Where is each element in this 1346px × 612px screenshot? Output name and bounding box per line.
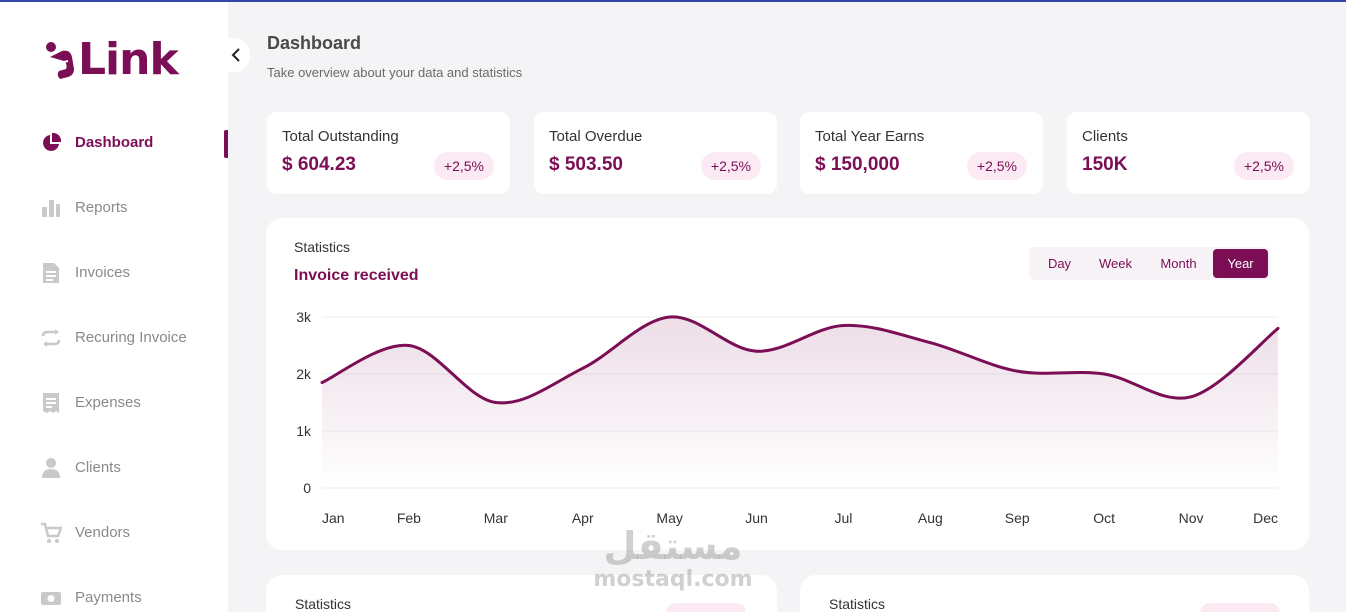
period-year-button[interactable]: Year	[1213, 249, 1268, 278]
y-tick-label: 2k	[296, 366, 312, 382]
kpi-change-badge: +2,5%	[1233, 152, 1294, 180]
sidebar-item-label: Payments	[75, 589, 142, 606]
brand-name: Link	[78, 34, 179, 85]
sidebar-item-clients[interactable]: Clients	[0, 435, 228, 500]
sidebar-item-invoices[interactable]: Invoices	[0, 240, 228, 305]
chart-point-sep[interactable]	[1015, 369, 1019, 373]
x-tick-label: Nov	[1179, 510, 1204, 526]
sidebar-item-label: Dashboard	[75, 134, 154, 151]
kpi-change-badge: +2,5%	[700, 152, 761, 180]
chart-point-mar[interactable]	[494, 401, 498, 404]
y-tick-label: 0	[303, 480, 311, 496]
x-tick-label: Dec	[1253, 510, 1278, 526]
receipt-icon	[40, 392, 62, 414]
kpi-label: Total Year Earns	[815, 128, 925, 145]
period-selector: Day Week Month Year	[1029, 247, 1271, 280]
kpi-card-total-outstanding: Total Outstanding $ 604.23 +2,5%	[267, 112, 510, 194]
kpi-value: 150K	[1082, 154, 1128, 175]
y-tick-label: 3k	[296, 309, 312, 325]
page-title: Dashboard	[267, 33, 362, 53]
kpi-label: Total Overdue	[549, 128, 643, 145]
x-tick-label: Aug	[918, 510, 943, 526]
x-tick-label: Jul	[835, 510, 853, 526]
period-month-button[interactable]: Month	[1160, 256, 1197, 271]
cart-icon	[40, 522, 62, 544]
sidebar-item-expenses[interactable]: Expenses	[0, 370, 228, 435]
statistics-card-tertiary: Statistics	[800, 575, 1309, 612]
link-logo-icon	[44, 39, 76, 81]
chart-point-oct[interactable]	[1102, 372, 1106, 376]
kpi-value: $ 503.50	[549, 154, 623, 175]
sidebar-item-recuring-invoice[interactable]: Recuring Invoice	[0, 305, 228, 370]
y-tick-label: 1k	[296, 423, 312, 439]
x-tick-label: Apr	[572, 510, 594, 526]
period-week-button[interactable]: Week	[1099, 256, 1132, 271]
statistics-kicker: Statistics	[294, 239, 351, 255]
chart-point-aug[interactable]	[928, 341, 932, 345]
chart-point-jun[interactable]	[755, 349, 759, 353]
statistics-card-secondary: Statistics	[266, 575, 777, 612]
statistics-title: Invoice received	[294, 267, 419, 284]
sidebar-item-vendors[interactable]: Vendors	[0, 500, 228, 565]
statistics-kicker: Statistics	[829, 596, 886, 612]
sidebar-item-reports[interactable]: Reports	[0, 175, 228, 240]
sidebar-item-dashboard[interactable]: Dashboard	[0, 110, 228, 175]
document-icon	[40, 262, 62, 284]
chart-area-fill	[322, 316, 1278, 488]
sidebar-item-label: Reports	[75, 199, 128, 216]
chart-point-nov[interactable]	[1189, 395, 1193, 399]
statistics-kicker: Statistics	[295, 596, 352, 612]
brand-logo[interactable]: Link	[44, 34, 179, 85]
x-tick-label: Mar	[484, 510, 508, 526]
chart-point-dec[interactable]	[1276, 326, 1280, 330]
chart-point-feb[interactable]	[407, 344, 411, 347]
chart-point-jan[interactable]	[320, 381, 324, 385]
x-tick-label: May	[656, 510, 682, 526]
sidebar-item-payments[interactable]: Payments	[0, 565, 228, 612]
kpi-value: $ 150,000	[815, 154, 900, 175]
x-tick-label: Oct	[1093, 510, 1115, 526]
page-subtitle: Take overview about your data and statis…	[267, 65, 523, 80]
kpi-card-clients: Clients 150K +2,5%	[1067, 112, 1310, 194]
sidebar-item-label: Expenses	[75, 394, 141, 411]
invoice-area-chart: 0 1k 2k 3k Jan Feb Mar Apr May Jun Jul Aug Sep Oct No…	[296, 309, 1280, 526]
x-tick-label: Feb	[397, 510, 421, 526]
x-tick-label: Sep	[1005, 510, 1030, 526]
kpi-card-total-overdue: Total Overdue $ 503.50 +2,5%	[534, 112, 777, 194]
period-day-button[interactable]: Day	[1047, 256, 1072, 271]
chart-point-jul[interactable]	[841, 324, 845, 328]
pie-chart-icon	[40, 132, 62, 154]
filter-pill[interactable]	[1200, 603, 1280, 612]
sidebar: Link Dashboard Reports	[0, 2, 228, 612]
sidebar-nav: Dashboard Reports Invoices	[0, 110, 228, 612]
kpi-change-badge: +2,5%	[433, 152, 494, 180]
sidebar-item-label: Vendors	[75, 524, 131, 541]
sidebar-item-label: Clients	[75, 459, 121, 476]
chevron-left-icon	[231, 48, 240, 62]
x-tick-label: Jan	[322, 510, 345, 526]
statistics-card: Statistics Invoice received Day Week Mon…	[266, 218, 1309, 550]
sidebar-item-label: Invoices	[75, 264, 131, 281]
kpi-label: Total Outstanding	[282, 128, 399, 145]
top-accent-line	[0, 0, 1346, 2]
filter-pill[interactable]	[666, 603, 746, 612]
sidebar-collapse-button[interactable]	[222, 38, 250, 72]
x-tick-label: Jun	[745, 510, 768, 526]
chart-point-apr[interactable]	[581, 366, 585, 370]
chart-point-may[interactable]	[668, 315, 672, 319]
user-icon	[40, 457, 62, 479]
kpi-change-badge: +2,5%	[966, 152, 1027, 180]
sidebar-item-label: Recuring Invoice	[75, 329, 187, 346]
money-icon	[40, 587, 62, 609]
recurring-arrows-icon	[40, 327, 62, 349]
chart-series-line	[321, 315, 1279, 405]
bar-chart-icon	[40, 197, 62, 219]
kpi-value: $ 604.23	[282, 154, 356, 175]
kpi-label: Clients	[1082, 128, 1128, 145]
kpi-card-total-year-earns: Total Year Earns $ 150,000 +2,5%	[800, 112, 1043, 194]
